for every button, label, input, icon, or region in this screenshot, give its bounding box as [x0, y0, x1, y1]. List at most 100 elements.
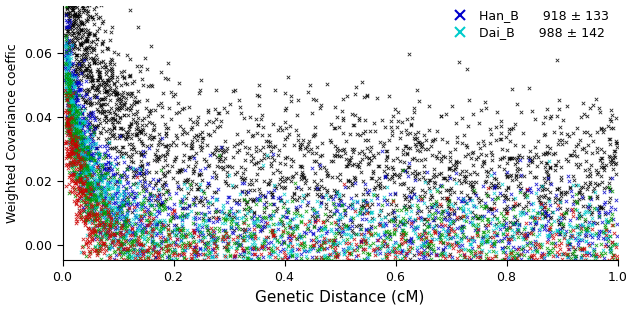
- Point: [100, 114, 110, 119]
- Point: [367, 219, 377, 224]
- Point: [467, 235, 477, 240]
- Point: [63, 100, 73, 105]
- Point: [77, 147, 87, 152]
- Point: [92, 185, 103, 190]
- Point: [407, 246, 417, 251]
- Point: [596, 174, 606, 179]
- Point: [392, 173, 403, 178]
- Point: [308, 232, 318, 237]
- Point: [434, 150, 444, 155]
- Point: [70, 68, 80, 73]
- Point: [100, 29, 110, 34]
- Point: [581, 238, 591, 243]
- Point: [227, 307, 237, 310]
- Point: [555, 231, 565, 236]
- Point: [490, 196, 500, 201]
- Point: [312, 192, 322, 197]
- Point: [65, 3, 75, 8]
- Point: [563, 238, 573, 243]
- Point: [109, 256, 119, 261]
- Point: [120, 223, 130, 228]
- Point: [160, 190, 170, 195]
- Point: [480, 200, 490, 205]
- Point: [191, 132, 201, 137]
- Point: [315, 204, 325, 209]
- Point: [382, 149, 392, 154]
- Point: [471, 193, 481, 197]
- Point: [450, 146, 460, 151]
- Point: [156, 246, 166, 251]
- Point: [366, 224, 376, 229]
- Point: [99, 144, 109, 149]
- Point: [111, 278, 121, 283]
- Point: [137, 235, 147, 240]
- Point: [71, 175, 81, 179]
- Point: [61, 121, 72, 126]
- Point: [289, 190, 299, 195]
- Point: [177, 216, 187, 221]
- Point: [468, 254, 479, 259]
- Point: [499, 217, 510, 222]
- Point: [83, 157, 93, 162]
- Point: [494, 136, 505, 141]
- Point: [233, 223, 243, 228]
- Point: [74, 158, 84, 163]
- Point: [235, 192, 245, 197]
- Point: [115, 249, 125, 254]
- Point: [342, 163, 353, 168]
- Point: [205, 199, 215, 204]
- Point: [508, 279, 518, 284]
- Point: [407, 261, 417, 266]
- Point: [119, 101, 129, 106]
- Point: [66, 73, 77, 78]
- Point: [447, 241, 457, 246]
- Point: [123, 277, 134, 282]
- Point: [437, 154, 448, 159]
- Point: [108, 238, 118, 243]
- Point: [75, 193, 85, 198]
- Point: [76, 20, 86, 24]
- Point: [437, 224, 448, 228]
- Point: [277, 282, 287, 287]
- Point: [139, 116, 149, 121]
- Point: [133, 228, 143, 232]
- Point: [296, 173, 306, 178]
- Point: [115, 115, 125, 120]
- Point: [396, 256, 406, 261]
- Point: [103, 245, 113, 250]
- Point: [71, 127, 81, 132]
- Point: [249, 233, 260, 238]
- Point: [227, 225, 237, 230]
- Point: [161, 238, 171, 243]
- Point: [113, 264, 123, 269]
- Point: [460, 259, 470, 264]
- Point: [83, 27, 93, 32]
- Point: [292, 246, 302, 251]
- Point: [398, 216, 408, 221]
- Point: [70, 101, 80, 106]
- Point: [522, 233, 532, 238]
- Point: [601, 241, 611, 246]
- Point: [458, 196, 468, 201]
- Point: [395, 159, 405, 164]
- Point: [310, 224, 320, 229]
- Point: [102, 201, 112, 206]
- Point: [268, 152, 278, 157]
- Point: [156, 279, 166, 284]
- Point: [107, 224, 117, 229]
- Point: [103, 210, 113, 215]
- Point: [72, 160, 82, 165]
- Point: [128, 182, 138, 187]
- Point: [518, 234, 529, 239]
- Point: [333, 218, 343, 223]
- Point: [166, 206, 177, 211]
- Point: [523, 200, 533, 205]
- Point: [523, 162, 533, 167]
- Point: [177, 259, 187, 264]
- Point: [229, 197, 239, 202]
- Point: [73, 66, 84, 71]
- Point: [514, 202, 524, 207]
- Point: [316, 255, 327, 260]
- Point: [539, 264, 549, 269]
- Point: [64, 175, 74, 179]
